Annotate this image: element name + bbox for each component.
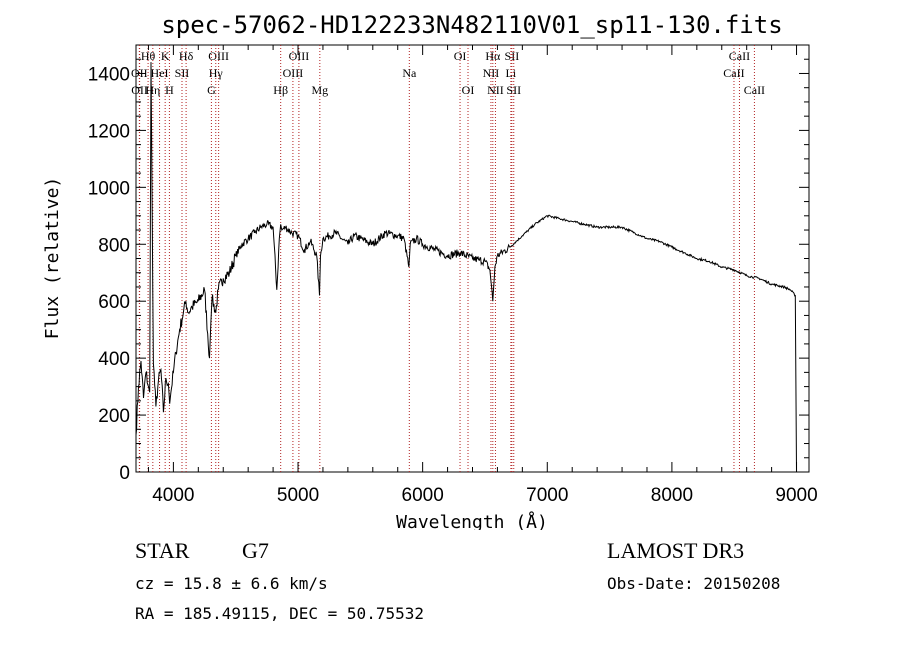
redshift-cz: cz = 15.8 ± 6.6 km/s [135, 574, 328, 593]
marker-label-4: HeI [151, 66, 169, 80]
y-tick-label-2: 400 [98, 349, 130, 370]
x-axis-label: Wavelength (Å) [396, 511, 548, 530]
survey-label: LAMOST DR3 [607, 538, 745, 563]
marker-label-8: Hδ [179, 49, 194, 63]
marker-label-22: SII [505, 49, 520, 63]
marker-label-24: SII [506, 83, 521, 97]
y-axis-ticks: 0 200 400 600 800 1000 1200 1400 [88, 58, 809, 484]
marker-label-26: CaII [723, 66, 744, 80]
marker-label-7: SII [175, 66, 190, 80]
x-tick-label-0: 4000 [152, 485, 194, 506]
marker-label-11: G [207, 83, 216, 97]
x-tick-label-1: 5000 [277, 485, 319, 506]
y-tick-label-4: 800 [98, 235, 130, 256]
y-tick-label-5: 1000 [88, 178, 130, 199]
marker-label-0: Hθ [141, 49, 156, 63]
marker-label-20: NII [483, 66, 500, 80]
y-tick-label-0: 0 [119, 463, 130, 484]
object-subclass: G7 [242, 538, 269, 563]
x-tick-label-4: 8000 [651, 485, 693, 506]
marker-label-23: Li [506, 66, 517, 80]
marker-label-13: OIII [289, 49, 310, 63]
marker-label-6: H [165, 83, 174, 97]
spectrum-chart: spec-57062-HD122233N482110V01_sp11-130.f… [42, 11, 818, 530]
marker-label-12: Hβ [273, 83, 288, 97]
marker-label-25: CaII [729, 49, 750, 63]
x-tick-label-3: 7000 [526, 485, 568, 506]
x-axis-ticks: 4000 5000 6000 7000 8000 9000 [147, 45, 818, 506]
marker-label-9: OIII [208, 49, 229, 63]
spectrum-line [135, 62, 797, 473]
y-tick-label-6: 1200 [88, 121, 130, 142]
marker-label-15: Mg [311, 83, 328, 97]
coordinates: RA = 185.49115, DEC = 50.75532 [135, 604, 424, 623]
marker-label-17: OI [454, 49, 467, 63]
object-class: STAR [135, 538, 190, 563]
marker-label-14: OIII [283, 66, 304, 80]
observation-date: Obs-Date: 20150208 [607, 574, 781, 593]
x-tick-label-2: 6000 [402, 485, 444, 506]
y-tick-label-1: 200 [98, 406, 130, 427]
marker-label-2: OII [131, 83, 148, 97]
marker-label-10: Hγ [209, 66, 224, 80]
marker-label-27: CaII [744, 83, 765, 97]
marker-label-16: Na [402, 66, 417, 80]
marker-label-18: OI [462, 83, 475, 97]
x-tick-label-5: 9000 [775, 485, 817, 506]
y-tick-label-7: 1400 [88, 64, 130, 85]
marker-label-19: Hα [485, 49, 501, 63]
marker-label-5: K [161, 49, 170, 63]
y-axis-label: Flux (relative) [42, 177, 63, 340]
marker-label-3: Hη [145, 83, 160, 97]
marker-label-21: NII [487, 83, 504, 97]
y-tick-label-3: 600 [98, 292, 130, 313]
chart-title: spec-57062-HD122233N482110V01_sp11-130.f… [161, 11, 782, 39]
